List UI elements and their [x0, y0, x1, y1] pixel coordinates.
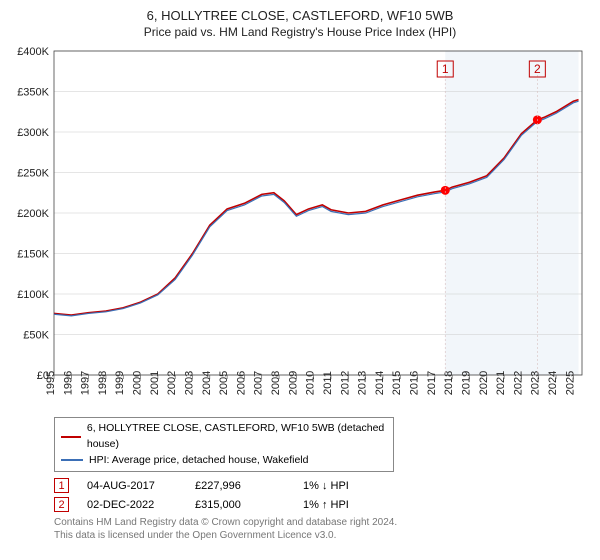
x-tick-label: 2010: [305, 371, 317, 395]
x-tick-label: 2013: [357, 371, 369, 395]
x-tick-label: 2004: [201, 371, 213, 395]
x-tick-label: 2009: [287, 371, 299, 395]
x-tick-label: 2025: [564, 371, 576, 395]
x-tick-label: 2008: [270, 371, 282, 395]
x-tick-label: 1999: [114, 371, 126, 395]
legend-label: HPI: Average price, detached house, Wake…: [89, 453, 308, 469]
y-tick-label: £100K: [17, 289, 49, 301]
sale-date: 02-DEC-2022: [87, 499, 177, 511]
y-tick-label: £250K: [17, 168, 49, 180]
x-tick-label: 2000: [132, 371, 144, 395]
x-tick-label: 2020: [478, 371, 490, 395]
annotation-index: 2: [534, 62, 541, 76]
y-tick-label: £200K: [17, 208, 49, 220]
x-tick-label: 2005: [218, 371, 230, 395]
x-tick-label: 2022: [512, 371, 524, 395]
y-tick-label: £150K: [17, 249, 49, 261]
y-tick-label: £50K: [23, 330, 49, 342]
legend-item: 6, HOLLYTREE CLOSE, CASTLEFORD, WF10 5WB…: [61, 421, 387, 453]
annotation-index: 1: [442, 62, 449, 76]
chart-title: 6, HOLLYTREE CLOSE, CASTLEFORD, WF10 5WB: [10, 8, 590, 23]
x-tick-label: 2001: [149, 371, 161, 395]
chart-subtitle: Price paid vs. HM Land Registry's House …: [10, 25, 590, 39]
x-tick-label: 2018: [443, 371, 455, 395]
sale-index-badge: 2: [54, 497, 69, 512]
footer-attribution: Contains HM Land Registry data © Crown c…: [54, 516, 590, 542]
x-tick-label: 2014: [374, 371, 386, 395]
x-tick-label: 1995: [45, 371, 57, 395]
legend-box: 6, HOLLYTREE CLOSE, CASTLEFORD, WF10 5WB…: [54, 417, 394, 472]
x-tick-label: 2002: [166, 371, 178, 395]
y-tick-label: £300K: [17, 127, 49, 139]
sale-data-row: 2 02-DEC-2022 £315,000 1% ↑ HPI: [54, 497, 590, 512]
x-tick-label: 2017: [426, 371, 438, 395]
sale-price: £227,996: [195, 480, 285, 492]
sale-date: 04-AUG-2017: [87, 480, 177, 492]
legend-swatch-icon: [61, 436, 81, 438]
title-block: 6, HOLLYTREE CLOSE, CASTLEFORD, WF10 5WB…: [10, 8, 590, 39]
sale-data-rows: 1 04-AUG-2017 £227,996 1% ↓ HPI 2 02-DEC-2022…: [54, 478, 590, 512]
legend-label: 6, HOLLYTREE CLOSE, CASTLEFORD, WF10 5WB…: [87, 421, 387, 453]
x-tick-label: 2016: [409, 371, 421, 395]
x-tick-label: 2021: [495, 371, 507, 395]
sale-delta: 1% ↓ HPI: [303, 480, 393, 492]
chart-container: 6, HOLLYTREE CLOSE, CASTLEFORD, WF10 5WB…: [0, 0, 600, 560]
x-tick-label: 2023: [530, 371, 542, 395]
x-tick-label: 2019: [460, 371, 472, 395]
x-tick-label: 1997: [80, 371, 92, 395]
y-tick-label: £400K: [17, 46, 49, 58]
footer-line-1: Contains HM Land Registry data © Crown c…: [54, 516, 590, 529]
chart-svg: £0£50K£100K£150K£200K£250K£300K£350K£400…: [10, 45, 588, 415]
chart-area: £0£50K£100K£150K£200K£250K£300K£350K£400…: [10, 45, 588, 415]
x-tick-label: 2012: [339, 371, 351, 395]
x-tick-label: 2007: [253, 371, 265, 395]
x-tick-label: 1998: [97, 371, 109, 395]
legend-swatch-icon: [61, 459, 83, 461]
y-tick-label: £350K: [17, 87, 49, 99]
x-tick-label: 2003: [183, 371, 195, 395]
sale-data-row: 1 04-AUG-2017 £227,996 1% ↓ HPI: [54, 478, 590, 493]
sale-index-badge: 1: [54, 478, 69, 493]
x-tick-label: 2024: [547, 371, 559, 395]
x-tick-label: 2006: [235, 371, 247, 395]
x-tick-label: 1996: [62, 371, 74, 395]
sale-price: £315,000: [195, 499, 285, 511]
sale-delta: 1% ↑ HPI: [303, 499, 393, 511]
x-tick-label: 2015: [391, 371, 403, 395]
footer-line-2: This data is licensed under the Open Gov…: [54, 529, 590, 542]
legend-item: HPI: Average price, detached house, Wake…: [61, 453, 387, 469]
